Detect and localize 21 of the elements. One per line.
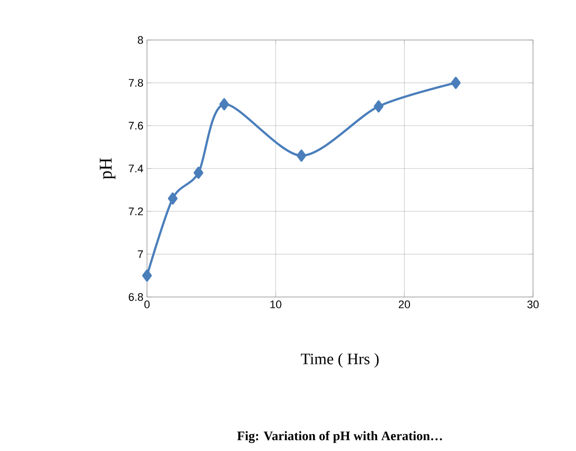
point [142, 270, 152, 282]
y-tick-label: 7.6 [128, 122, 143, 130]
x-tick-label: 10 [270, 300, 282, 308]
text: Fig: Variation of pH with Aeration… [237, 431, 442, 443]
y-axis-title: pH [100, 158, 116, 180]
y-tick-label: 7 [138, 250, 143, 258]
point [374, 100, 384, 112]
x-axis-title: Time ( Hrs ) [300, 353, 379, 368]
y-tick-label: 7.2 [128, 208, 143, 216]
point [450, 76, 461, 89]
x-tick-label: 0 [144, 300, 150, 308]
y-tick-label: 7.8 [128, 78, 143, 87]
point [296, 150, 306, 162]
point [219, 98, 230, 110]
y-tick-label: 8 [138, 36, 143, 44]
y-tick-label: 6.8 [128, 293, 143, 301]
x-tick-label: 20 [398, 300, 410, 308]
x-tick-label: 30 [527, 300, 539, 308]
point [168, 192, 178, 205]
y-tick-label: 7.4 [128, 164, 144, 172]
point [194, 166, 204, 179]
